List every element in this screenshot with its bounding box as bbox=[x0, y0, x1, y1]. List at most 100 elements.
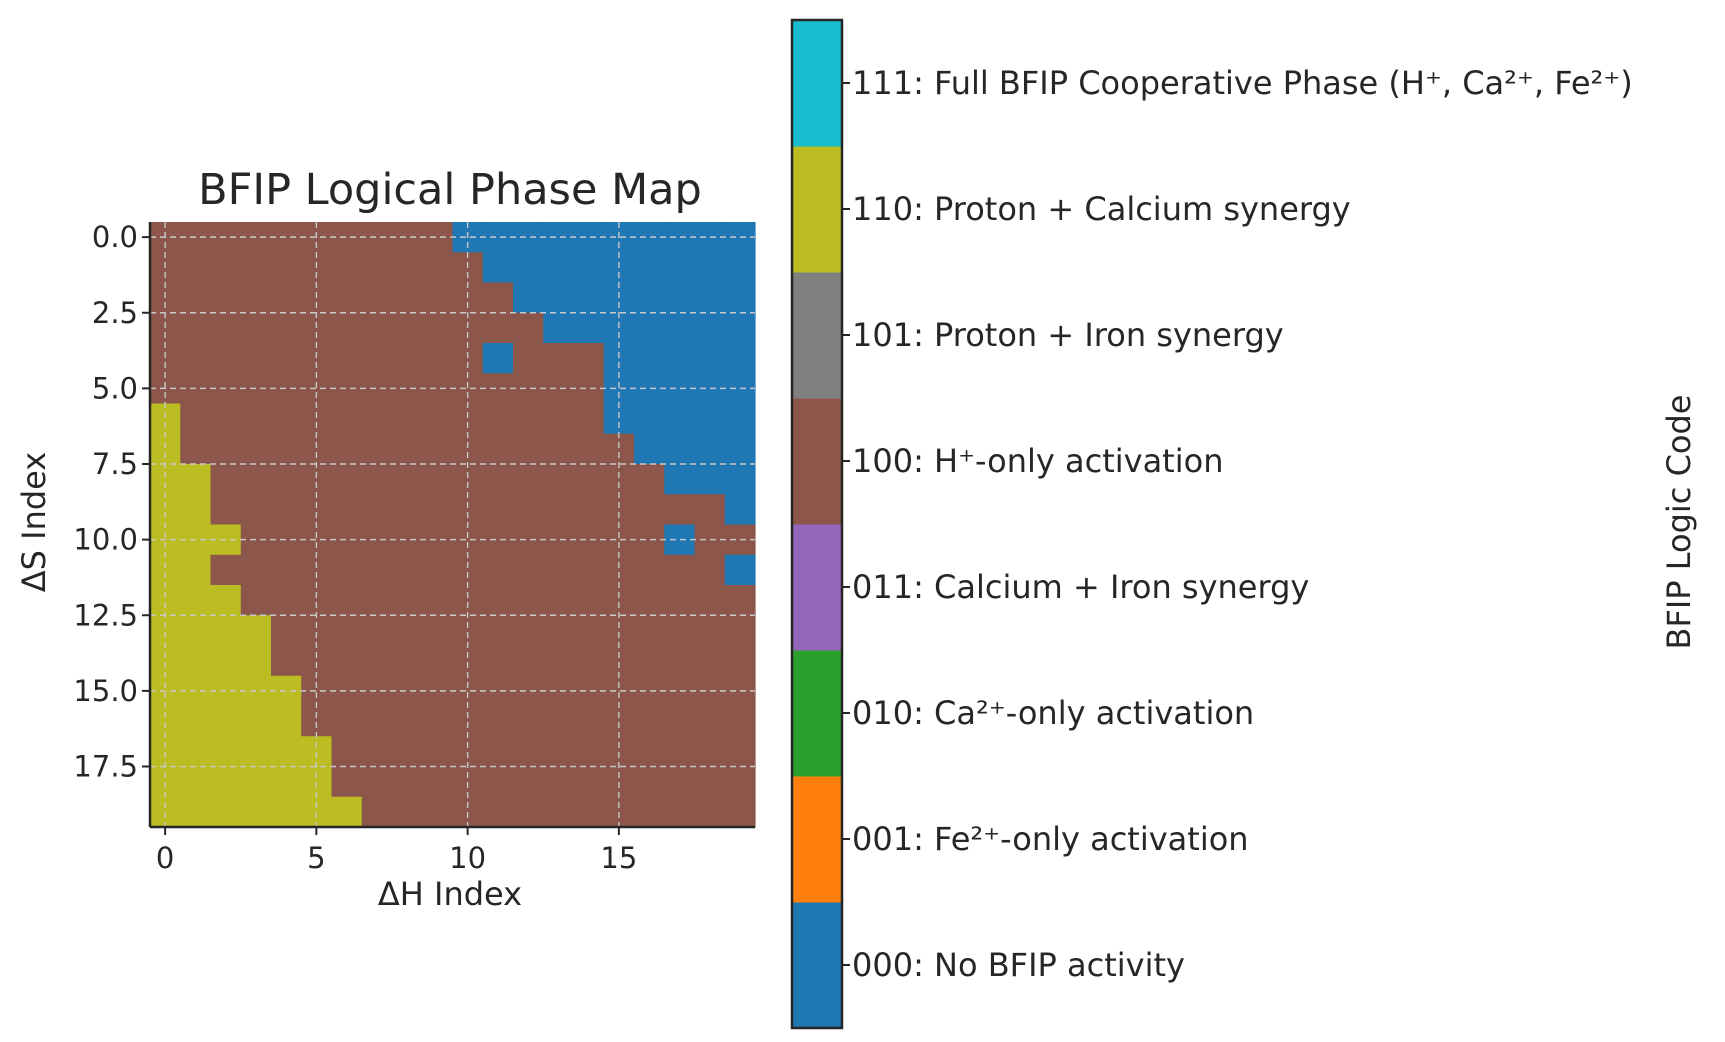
heatmap-cell bbox=[634, 222, 665, 253]
heatmap-cell bbox=[513, 252, 544, 284]
heatmap-cell bbox=[724, 796, 756, 828]
colorbar-segment bbox=[792, 776, 842, 903]
heatmap-cell bbox=[271, 222, 302, 253]
heatmap-cell bbox=[513, 554, 544, 586]
heatmap-cell bbox=[482, 222, 514, 253]
heatmap-cell bbox=[210, 494, 242, 526]
heatmap-cell bbox=[513, 706, 544, 737]
heatmap-cell bbox=[422, 312, 454, 344]
heatmap-cell bbox=[392, 403, 423, 435]
heatmap-cell bbox=[482, 675, 514, 707]
heatmap-cell bbox=[634, 403, 665, 435]
heatmap-cell bbox=[634, 494, 665, 526]
heatmap-cell bbox=[664, 585, 696, 616]
heatmap-cell bbox=[392, 675, 423, 707]
heatmap-cell bbox=[331, 343, 363, 374]
heatmap-cell bbox=[271, 343, 302, 374]
heatmap-cell bbox=[482, 796, 514, 828]
heatmap-cell bbox=[301, 706, 333, 737]
heatmap-cell bbox=[482, 282, 514, 314]
heatmap-cell bbox=[331, 766, 363, 798]
heatmap-cell bbox=[603, 433, 635, 465]
heatmap-cell bbox=[513, 222, 544, 253]
heatmap-cell bbox=[301, 464, 333, 495]
colorbar-category-label: 111: Full BFIP Cooperative Phase (H⁺, Ca… bbox=[852, 64, 1633, 102]
heatmap-cell bbox=[634, 252, 665, 284]
heatmap-cell bbox=[361, 433, 393, 465]
heatmap-cell bbox=[513, 403, 544, 435]
heatmap-cell bbox=[271, 433, 302, 465]
heatmap-cell bbox=[543, 252, 575, 284]
colorbar-labels: 000: No BFIP activity 001: Fe²⁺-only acti… bbox=[842, 64, 1633, 984]
y-tick-label: 7.5 bbox=[92, 447, 138, 481]
heatmap-cell bbox=[392, 524, 423, 556]
heatmap-cell bbox=[271, 494, 302, 526]
heatmap-cell bbox=[664, 524, 696, 556]
heatmap-cell bbox=[240, 554, 272, 586]
heatmap-cell bbox=[543, 796, 575, 828]
colorbar-category-label: 011: Calcium + Iron synergy bbox=[852, 568, 1309, 606]
heatmap-cell bbox=[240, 645, 272, 677]
heatmap-cell bbox=[422, 222, 454, 253]
x-tick-label: 5 bbox=[307, 841, 325, 875]
heatmap-cell bbox=[210, 403, 242, 435]
heatmap-cell bbox=[240, 585, 272, 616]
heatmap-cell bbox=[271, 524, 302, 556]
heatmap-cell bbox=[513, 373, 544, 405]
heatmap-cell bbox=[724, 615, 756, 647]
y-tick-label: 0.0 bbox=[92, 220, 138, 254]
heatmap-cell bbox=[603, 706, 635, 737]
y-axis-ticks: 0.0 2.5 5.0 7.5 10.0 12.5 15.0 17.5 bbox=[73, 220, 150, 784]
colorbar-category-label: 010: Ca²⁺-only activation bbox=[852, 694, 1254, 732]
heatmap-cell bbox=[271, 403, 302, 435]
heatmap-cell bbox=[694, 796, 726, 828]
heatmap-cell bbox=[694, 312, 726, 344]
heatmap-cell bbox=[603, 524, 635, 556]
heatmap-cell bbox=[634, 373, 665, 405]
heatmap-cell bbox=[573, 796, 605, 828]
heatmap-cell bbox=[361, 706, 393, 737]
heatmap-cell bbox=[301, 373, 333, 405]
heatmap-cell bbox=[210, 312, 242, 344]
heatmap-cell bbox=[634, 615, 665, 647]
heatmap-cell bbox=[301, 494, 333, 526]
heatmap-cell bbox=[331, 282, 363, 314]
heatmap-cell bbox=[634, 796, 665, 828]
heatmap-cell bbox=[513, 433, 544, 465]
heatmap-cell bbox=[210, 766, 242, 798]
heatmap-cell bbox=[634, 524, 665, 556]
heatmap-cell bbox=[240, 494, 272, 526]
heatmap-cell bbox=[210, 252, 242, 284]
heatmap-cell bbox=[422, 494, 454, 526]
heatmap-cell bbox=[724, 766, 756, 798]
heatmap-cell bbox=[392, 615, 423, 647]
heatmap-cell bbox=[724, 645, 756, 677]
heatmap-cell bbox=[664, 675, 696, 707]
heatmap-cell bbox=[664, 615, 696, 647]
heatmap-cell bbox=[634, 464, 665, 495]
heatmap-cell bbox=[150, 403, 181, 435]
colorbar-segment bbox=[792, 20, 842, 147]
colorbar-title: BFIP Logic Code bbox=[1660, 395, 1698, 650]
heatmap-cell bbox=[664, 343, 696, 374]
heatmap-cell bbox=[664, 282, 696, 314]
heatmap-cell bbox=[180, 252, 212, 284]
x-tick-label: 10 bbox=[449, 841, 486, 875]
heatmap-cell bbox=[392, 312, 423, 344]
heatmap-cell bbox=[664, 222, 696, 253]
heatmap-cell bbox=[724, 585, 756, 616]
heatmap-cell bbox=[664, 373, 696, 405]
colorbar-segment bbox=[792, 398, 842, 525]
heatmap-cell bbox=[543, 282, 575, 314]
heatmap-cell bbox=[634, 312, 665, 344]
heatmap-cell bbox=[210, 464, 242, 495]
heatmap-cell bbox=[543, 766, 575, 798]
heatmap-cell bbox=[392, 464, 423, 495]
heatmap-cell bbox=[331, 706, 363, 737]
heatmap-cell bbox=[603, 615, 635, 647]
heatmap-cell bbox=[573, 464, 605, 495]
heatmap-cell bbox=[240, 282, 272, 314]
heatmap-cell bbox=[724, 282, 756, 314]
heatmap-cell bbox=[361, 615, 393, 647]
